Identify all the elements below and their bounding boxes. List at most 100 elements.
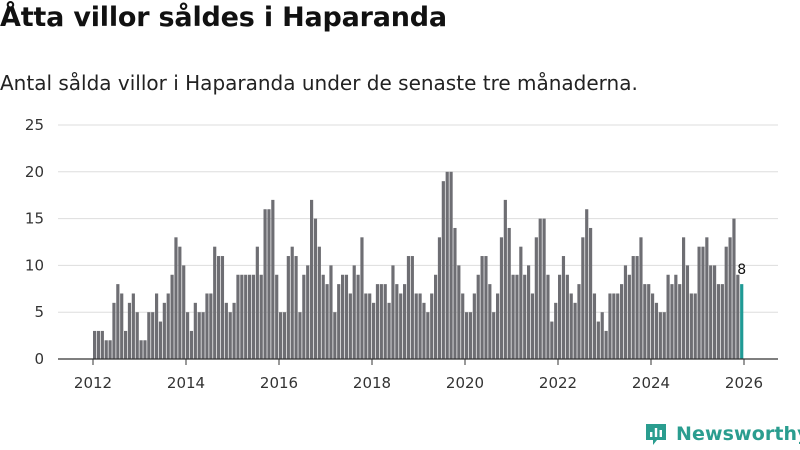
bar [224,302,228,359]
bar [476,274,480,359]
bar [139,340,143,359]
bar [705,237,709,359]
bar [728,237,732,359]
bar [464,312,469,359]
bar [488,284,492,359]
x-tick-label: 2014 [167,374,205,392]
bar [213,246,217,359]
bar [356,274,360,359]
bar [178,246,182,359]
bar [441,181,445,359]
bar [387,302,391,359]
bar [647,284,651,359]
x-tick-label: 2024 [632,374,670,392]
bar [503,199,507,359]
bar [220,256,225,359]
bar [348,293,352,359]
bar [546,274,550,359]
bar [449,171,453,359]
bar [282,312,287,359]
bar [627,274,631,359]
bar [631,256,635,359]
bar [364,293,368,359]
bar [360,237,364,359]
bar [534,237,538,359]
bar [263,209,267,359]
bar [182,265,186,359]
bar [174,237,178,359]
bar [410,256,414,359]
bar-highlight [740,284,744,359]
bar [185,312,190,359]
bar [523,274,527,359]
bar [329,265,333,359]
bar [588,227,593,359]
bar [499,237,504,359]
x-tick-label: 2016 [260,374,298,392]
bar [515,274,519,359]
bar [604,330,608,359]
bar [612,293,616,359]
bar [344,274,349,359]
x-tick-label: 2022 [539,374,577,392]
bar [340,274,345,359]
bar [712,265,717,359]
bar [724,246,728,359]
x-tick-label: 2018 [353,374,391,392]
bar [484,256,488,359]
bar [406,256,411,359]
bar [294,256,298,359]
bar [461,293,465,359]
bar [670,284,674,359]
chart-title: Åtta villor såldes i Haparanda [0,2,447,33]
bar [433,274,438,359]
bar [333,312,337,359]
bar [689,293,693,359]
y-tick-label: 25 [25,116,44,134]
bar [519,246,523,359]
bar [635,256,639,359]
bar [414,293,418,359]
bar [561,256,566,359]
bar [430,293,434,359]
bar [228,312,232,359]
bar [709,265,713,359]
bar [104,340,108,359]
bar [112,302,116,359]
data-label: 8 [737,262,746,278]
bar [100,330,104,359]
bar [96,330,101,359]
bar [654,302,659,359]
bar [232,302,236,359]
bar [302,274,306,359]
bar [209,293,213,359]
bar [108,340,112,359]
bar [685,265,690,359]
bar [557,274,562,359]
y-tick-label: 5 [34,303,44,321]
x-tick-label: 2020 [446,374,484,392]
bar [511,274,515,359]
bar [453,227,457,359]
newsworthy-logo[interactable]: Newsworthy [644,420,800,448]
bar [573,302,577,359]
bar [616,293,620,359]
bar [298,312,302,359]
bar [391,265,395,359]
bar [375,284,380,359]
y-tick-label: 10 [25,256,44,274]
bar [278,312,283,359]
x-tick-label: 2026 [725,374,763,392]
y-tick-label: 15 [25,210,44,228]
bar [426,312,430,359]
bar [565,274,569,359]
bar [244,274,248,359]
bar [286,256,290,359]
bar [472,293,476,359]
bar [526,265,531,359]
bar [337,284,341,359]
bar [643,284,647,359]
bar [619,284,624,359]
bar [135,312,139,359]
bar [116,284,120,359]
